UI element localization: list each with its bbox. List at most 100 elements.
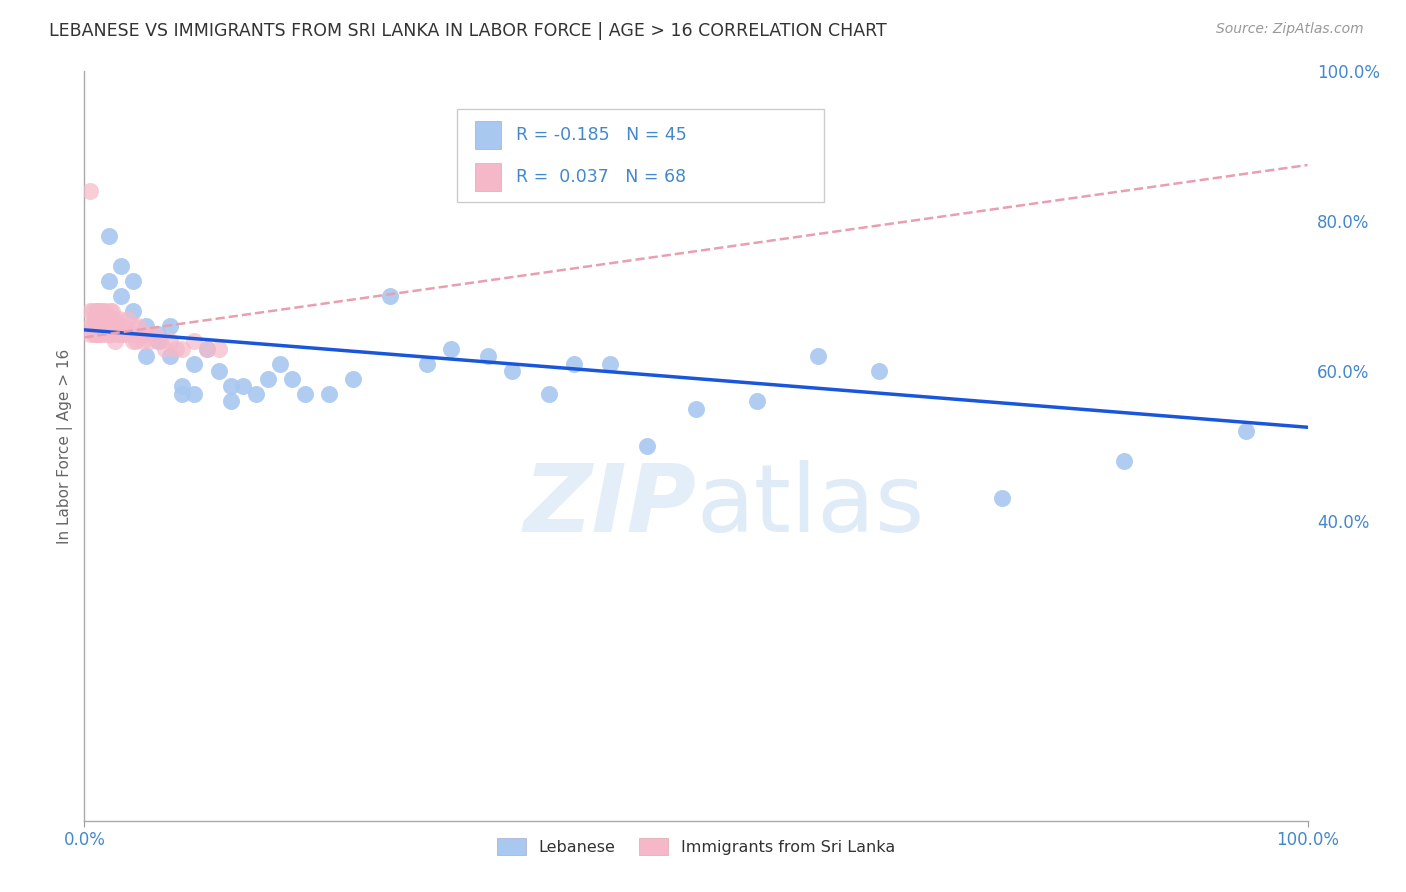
Point bbox=[105, 319, 128, 334]
Point bbox=[97, 229, 120, 244]
Point bbox=[245, 386, 267, 401]
Point bbox=[90, 319, 112, 334]
FancyBboxPatch shape bbox=[457, 109, 824, 202]
Point bbox=[538, 386, 561, 401]
Point bbox=[143, 326, 166, 341]
Point bbox=[165, 342, 187, 356]
Point bbox=[97, 311, 120, 326]
Point bbox=[636, 439, 658, 453]
Point bbox=[107, 311, 129, 326]
Point bbox=[183, 334, 205, 348]
Point bbox=[208, 342, 231, 356]
Point bbox=[79, 184, 101, 198]
Point bbox=[477, 349, 499, 363]
Point bbox=[89, 311, 111, 326]
Point bbox=[294, 386, 316, 401]
Point bbox=[1114, 454, 1136, 468]
Point bbox=[104, 319, 127, 334]
Point bbox=[97, 326, 120, 341]
Point bbox=[146, 334, 169, 348]
Point bbox=[110, 289, 132, 303]
Point bbox=[183, 357, 205, 371]
Point bbox=[159, 349, 181, 363]
Point bbox=[1236, 424, 1258, 438]
Point bbox=[83, 311, 105, 326]
Y-axis label: In Labor Force | Age > 16: In Labor Force | Age > 16 bbox=[58, 349, 73, 543]
Point bbox=[747, 394, 769, 409]
Point bbox=[149, 334, 172, 348]
Point bbox=[112, 319, 135, 334]
Point bbox=[87, 326, 110, 341]
Point bbox=[79, 326, 101, 341]
Point bbox=[183, 386, 205, 401]
Point bbox=[416, 357, 439, 371]
Point bbox=[135, 326, 157, 341]
Point bbox=[342, 371, 364, 385]
Point bbox=[502, 364, 524, 378]
Point bbox=[562, 357, 585, 371]
Point bbox=[110, 326, 132, 341]
Point bbox=[159, 319, 181, 334]
Point bbox=[685, 401, 707, 416]
Point bbox=[86, 304, 108, 318]
Point bbox=[94, 319, 117, 334]
Text: ZIP: ZIP bbox=[523, 460, 696, 552]
Point bbox=[318, 386, 340, 401]
Point bbox=[79, 304, 101, 318]
Point bbox=[120, 326, 142, 341]
Point bbox=[91, 319, 114, 334]
Point bbox=[127, 319, 149, 334]
Point bbox=[219, 394, 242, 409]
Text: R =  0.037   N = 68: R = 0.037 N = 68 bbox=[516, 169, 686, 186]
Point bbox=[79, 319, 101, 334]
Point bbox=[87, 311, 110, 326]
Point bbox=[172, 386, 194, 401]
Point bbox=[269, 357, 291, 371]
Point bbox=[110, 259, 132, 273]
Point bbox=[87, 326, 110, 341]
Point bbox=[122, 274, 145, 288]
FancyBboxPatch shape bbox=[475, 163, 502, 191]
Point bbox=[440, 342, 463, 356]
Point bbox=[89, 326, 111, 341]
Point bbox=[172, 342, 194, 356]
Point bbox=[135, 349, 157, 363]
Point bbox=[208, 364, 231, 378]
Point bbox=[93, 326, 115, 341]
Text: LEBANESE VS IMMIGRANTS FROM SRI LANKA IN LABOR FORCE | AGE > 16 CORRELATION CHAR: LEBANESE VS IMMIGRANTS FROM SRI LANKA IN… bbox=[49, 22, 887, 40]
Point bbox=[129, 326, 152, 341]
Point bbox=[100, 311, 122, 326]
Point bbox=[98, 304, 121, 318]
Point bbox=[117, 311, 139, 326]
Point bbox=[93, 311, 115, 326]
Point bbox=[105, 326, 128, 341]
Point bbox=[159, 334, 181, 348]
Point bbox=[153, 342, 176, 356]
Point bbox=[96, 319, 118, 334]
Point bbox=[122, 334, 145, 348]
Point bbox=[122, 319, 145, 334]
Point bbox=[122, 304, 145, 318]
Point bbox=[98, 319, 121, 334]
Point bbox=[257, 371, 280, 385]
Point bbox=[86, 319, 108, 334]
Legend: Lebanese, Immigrants from Sri Lanka: Lebanese, Immigrants from Sri Lanka bbox=[491, 832, 901, 862]
Point bbox=[281, 371, 304, 385]
Text: R = -0.185   N = 45: R = -0.185 N = 45 bbox=[516, 126, 688, 144]
Point bbox=[132, 334, 155, 348]
Point bbox=[84, 326, 107, 341]
Point bbox=[86, 326, 108, 341]
Point bbox=[103, 311, 125, 326]
Point bbox=[172, 379, 194, 393]
Point bbox=[807, 349, 830, 363]
Point bbox=[87, 319, 110, 334]
Point bbox=[97, 274, 120, 288]
Point bbox=[97, 311, 120, 326]
Point bbox=[82, 304, 104, 318]
Point bbox=[90, 304, 112, 318]
Point bbox=[104, 334, 127, 348]
Point bbox=[139, 334, 162, 348]
Point bbox=[110, 326, 132, 341]
Point bbox=[83, 326, 105, 341]
Point bbox=[97, 326, 120, 341]
